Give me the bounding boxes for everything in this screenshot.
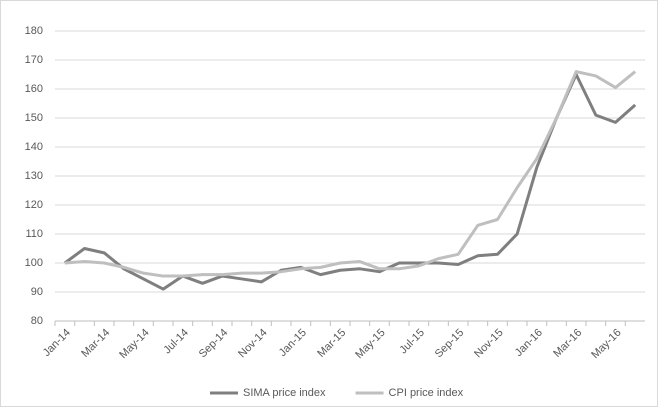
y-tick-label: 130 bbox=[25, 170, 43, 182]
series-line bbox=[63, 73, 637, 291]
y-tick-label: 140 bbox=[25, 141, 43, 153]
y-tick-label: 120 bbox=[25, 199, 43, 211]
series-line bbox=[64, 70, 637, 278]
y-tick-label: 110 bbox=[25, 228, 43, 240]
legend-label: CPI price index bbox=[389, 387, 464, 399]
legend-label: SIMA price index bbox=[243, 387, 326, 399]
y-tick-label: 170 bbox=[25, 54, 43, 66]
y-tick-label: 80 bbox=[31, 315, 43, 327]
y-tick-label: 100 bbox=[25, 257, 43, 269]
y-tick-label: 90 bbox=[31, 286, 43, 298]
y-tick-label: 160 bbox=[25, 83, 43, 95]
y-tick-label: 180 bbox=[25, 25, 43, 37]
y-tick-label: 150 bbox=[25, 112, 43, 124]
